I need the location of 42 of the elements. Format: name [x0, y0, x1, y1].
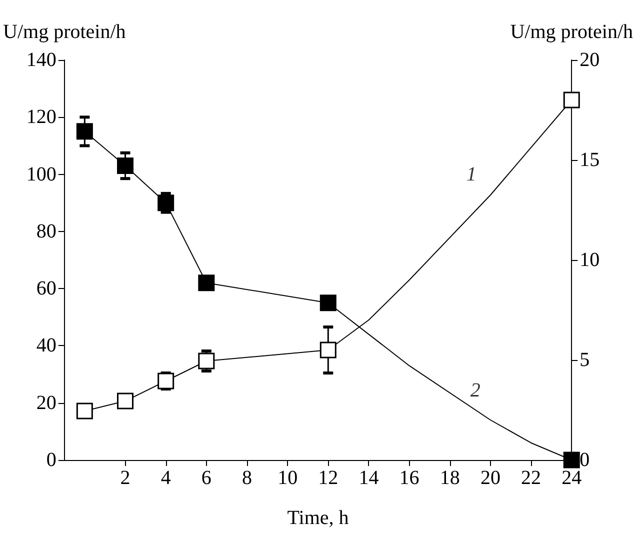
point [563, 452, 580, 468]
point [198, 352, 215, 370]
series-label: 1 [466, 163, 476, 186]
x-tick-label: 12 [318, 467, 338, 489]
point [320, 342, 336, 358]
y-tick-label: 60 [36, 278, 56, 300]
point [320, 294, 336, 312]
x-tick-label: 4 [160, 467, 171, 489]
x-tick-label: 22 [521, 467, 542, 489]
x-tick-label: 8 [242, 467, 252, 489]
x-tick-label: 14 [358, 467, 379, 489]
x-tick-label: 6 [201, 467, 212, 489]
y-tick-label: 140 [26, 49, 56, 71]
point [117, 392, 134, 410]
y2-axis-title: U/mg protein/h [510, 21, 633, 43]
y2-tick-label: 10 [580, 249, 600, 271]
y2-tick-label: 0 [580, 449, 590, 471]
y-tick-label: 100 [26, 163, 56, 186]
point [198, 274, 215, 292]
x-tick-label: 20 [480, 467, 500, 489]
y-tick-label: 40 [36, 334, 56, 357]
point [117, 157, 134, 174]
y-tick-label: 120 [26, 106, 56, 128]
y2-tick-label: 5 [580, 349, 590, 371]
y-tick-label: 80 [36, 220, 56, 242]
y2-tick-label: 20 [580, 49, 600, 71]
x-tick-label: 10 [278, 467, 298, 489]
point [158, 194, 174, 212]
point [76, 402, 93, 420]
y2-tick-label: 15 [580, 149, 600, 171]
y-tick-label: 20 [36, 392, 56, 414]
x-tick-label: 2 [120, 467, 130, 489]
point [563, 92, 580, 108]
x-tick-label: 18 [440, 467, 460, 489]
y-tick-label: 0 [46, 449, 56, 471]
x-tick-label: 16 [399, 467, 420, 489]
x-axis-title: Time, h [287, 507, 349, 529]
y-axis-title: U/mg protein/h [3, 21, 126, 43]
point [158, 372, 174, 390]
series-label: 2 [470, 380, 480, 402]
x-tick-label: 24 [562, 467, 582, 489]
point [76, 123, 93, 140]
